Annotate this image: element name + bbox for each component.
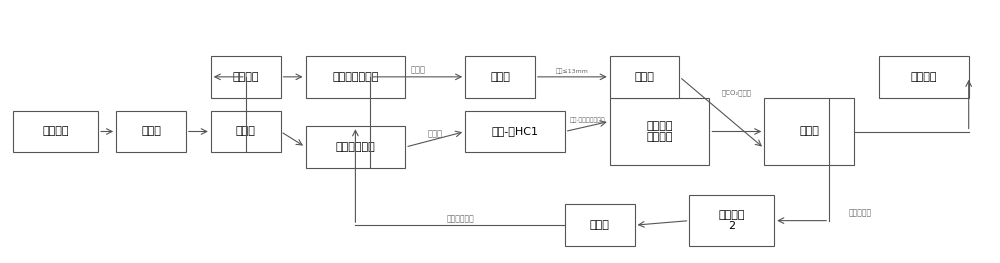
FancyBboxPatch shape [610,56,679,98]
FancyBboxPatch shape [465,56,535,98]
Text: 气化炉: 气化炉 [799,127,819,136]
Text: 节能-脱HC1: 节能-脱HC1 [491,127,538,136]
FancyBboxPatch shape [211,111,281,152]
Text: 粒度≤13mm: 粒度≤13mm [556,68,589,74]
FancyBboxPatch shape [211,56,281,98]
FancyBboxPatch shape [13,111,98,152]
FancyBboxPatch shape [116,111,186,152]
Text: 一部分气化气: 一部分气化气 [446,214,474,223]
Text: 旋转床热解炉: 旋转床热解炉 [336,142,375,152]
Text: 热解炭: 热解炭 [410,66,425,75]
FancyBboxPatch shape [465,111,565,152]
Text: 有机物: 有机物 [236,127,256,136]
Text: 储炭槽: 储炭槽 [635,72,655,82]
Text: 生活垃圾: 生活垃圾 [42,127,69,136]
Text: 破碎机: 破碎机 [490,72,510,82]
Text: 剩余气化气: 剩余气化气 [849,208,872,217]
Text: 脱酸·降温后的热解气: 脱酸·降温后的热解气 [569,118,605,124]
FancyBboxPatch shape [306,56,405,98]
FancyBboxPatch shape [565,204,635,246]
FancyBboxPatch shape [306,126,405,168]
Text: 发电装置: 发电装置 [911,72,937,82]
Text: 无机渣土: 无机渣土 [232,72,259,82]
Text: 热解气: 热解气 [428,129,443,138]
FancyBboxPatch shape [764,98,854,165]
Text: 储气罐: 储气罐 [590,220,610,230]
Text: 预处理: 预处理 [141,127,161,136]
FancyBboxPatch shape [610,98,709,165]
FancyBboxPatch shape [689,195,774,246]
Text: 净化装置
2: 净化装置 2 [719,210,745,231]
Text: 油气分离
净化装置: 油气分离 净化装置 [646,121,673,142]
FancyBboxPatch shape [879,56,969,98]
Text: 外运填埋或销售: 外运填埋或销售 [332,72,379,82]
Text: 高CO₂热解气: 高CO₂热解气 [722,89,752,96]
